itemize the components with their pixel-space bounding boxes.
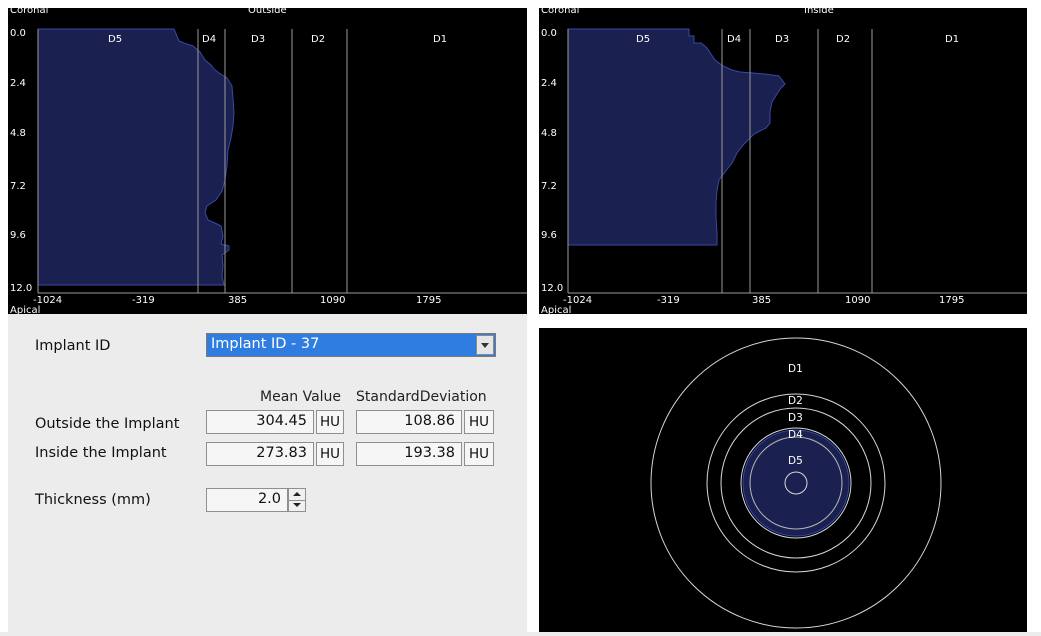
outside-ytick: 12.0 (10, 283, 32, 294)
outside-zone-d4: D4 (202, 34, 216, 45)
implant-id-label: Implant ID (35, 338, 111, 354)
thickness-input[interactable]: 2.0 (206, 488, 288, 512)
inside-ytick: 2.4 (541, 78, 557, 89)
spin-down-icon[interactable] (289, 500, 305, 511)
ring-d4 (740, 427, 852, 539)
inside-mean-unit: HU (316, 442, 344, 466)
ring-d4-inner (749, 436, 843, 530)
outside-ytick: 9.6 (10, 230, 26, 241)
inside-mean-value: 273.83 (206, 442, 314, 466)
inside-bottom-label: Apical (541, 305, 571, 314)
outside-xtick: 1795 (416, 295, 441, 306)
inside-xtick: -1024 (563, 295, 592, 306)
ring-d2 (706, 393, 886, 573)
inside-sd-value: 193.38 (356, 442, 462, 466)
implant-id-selected-value: Implant ID - 37 (211, 336, 320, 352)
inside-zone-d3: D3 (775, 34, 789, 45)
outside-density-chart: Coronal Outside D5 D4 D3 D2 D1 0.0 2.4 4… (8, 8, 527, 314)
outside-sd-unit: HU (464, 410, 494, 434)
outside-zone-d5: D5 (108, 34, 122, 45)
standard-deviation-header: StandardDeviation (356, 389, 487, 405)
thickness-spinner[interactable] (288, 488, 306, 512)
ring-diagram-svg: D1 D2 D3 D4 D5 (650, 337, 942, 629)
inside-xtick: 1795 (939, 295, 964, 306)
inside-sd-unit: HU (464, 442, 494, 466)
outside-zone-d1: D1 (433, 34, 447, 45)
inside-title: Inside (804, 8, 834, 16)
implant-id-select[interactable]: Implant ID - 37 (206, 333, 496, 357)
outside-density-area (37, 28, 235, 286)
outside-xtick: 385 (228, 295, 247, 306)
ring-d3 (720, 407, 872, 559)
outside-mean-value: 304.45 (206, 410, 314, 434)
ring-label-d2: D2 (788, 395, 803, 407)
inside-zone-d4: D4 (727, 34, 741, 45)
inside-xtick: 1090 (845, 295, 870, 306)
outside-ytick: 2.4 (10, 78, 26, 89)
outside-implant-label: Outside the Implant (35, 416, 180, 432)
outside-ytick: 4.8 (10, 128, 26, 139)
inside-chart-svg: Coronal Inside D5 D4 D3 D2 D1 0.0 2.4 4.… (541, 8, 1027, 314)
ring-d1 (650, 337, 942, 629)
inside-top-label: Coronal (541, 8, 579, 16)
inside-ytick: 9.6 (541, 230, 557, 241)
inside-density-area (567, 28, 786, 246)
inside-ytick: 0.0 (541, 28, 557, 39)
ring-d5-fill (742, 429, 850, 537)
outside-zone-d2: D2 (311, 34, 325, 45)
ring-label-d3: D3 (788, 412, 803, 424)
density-ring-diagram: D1 D2 D3 D4 D5 (539, 328, 1027, 632)
ring-label-d4: D4 (788, 429, 803, 441)
thickness-label: Thickness (mm) (35, 492, 151, 508)
outside-xtick: 1090 (320, 295, 345, 306)
inside-density-chart: Coronal Inside D5 D4 D3 D2 D1 0.0 2.4 4.… (539, 8, 1027, 314)
inside-xtick: 385 (752, 295, 771, 306)
inside-zone-d5: D5 (636, 34, 650, 45)
outside-zone-d3: D3 (251, 34, 265, 45)
outside-sd-value: 108.86 (356, 410, 462, 434)
ring-center (784, 471, 808, 495)
outside-chart-svg: Coronal Outside D5 D4 D3 D2 D1 0.0 2.4 4… (10, 8, 527, 314)
outside-xtick: -319 (132, 295, 155, 306)
inside-zone-d1: D1 (945, 34, 959, 45)
spin-up-icon[interactable] (289, 489, 305, 501)
outside-ytick: 7.2 (10, 181, 26, 192)
outside-title: Outside (248, 8, 287, 16)
inside-implant-label: Inside the Implant (35, 445, 167, 461)
inside-ytick: 7.2 (541, 181, 557, 192)
outside-xtick: -1024 (33, 295, 62, 306)
inside-ytick: 12.0 (541, 283, 563, 294)
dropdown-arrow-icon[interactable] (476, 335, 494, 355)
ring-label-d1: D1 (788, 363, 803, 375)
inside-ytick: 4.8 (541, 128, 557, 139)
outside-bottom-label: Apical (10, 305, 40, 314)
inside-zone-d2: D2 (836, 34, 850, 45)
outside-ytick: 0.0 (10, 28, 26, 39)
outside-top-label: Coronal (10, 8, 48, 16)
mean-value-header: Mean Value (260, 389, 342, 405)
inside-xtick: -319 (657, 295, 680, 306)
ring-label-d5: D5 (788, 455, 803, 467)
outside-mean-unit: HU (316, 410, 344, 434)
implant-form-panel: Implant ID Implant ID - 37 Mean Value St… (8, 314, 527, 632)
